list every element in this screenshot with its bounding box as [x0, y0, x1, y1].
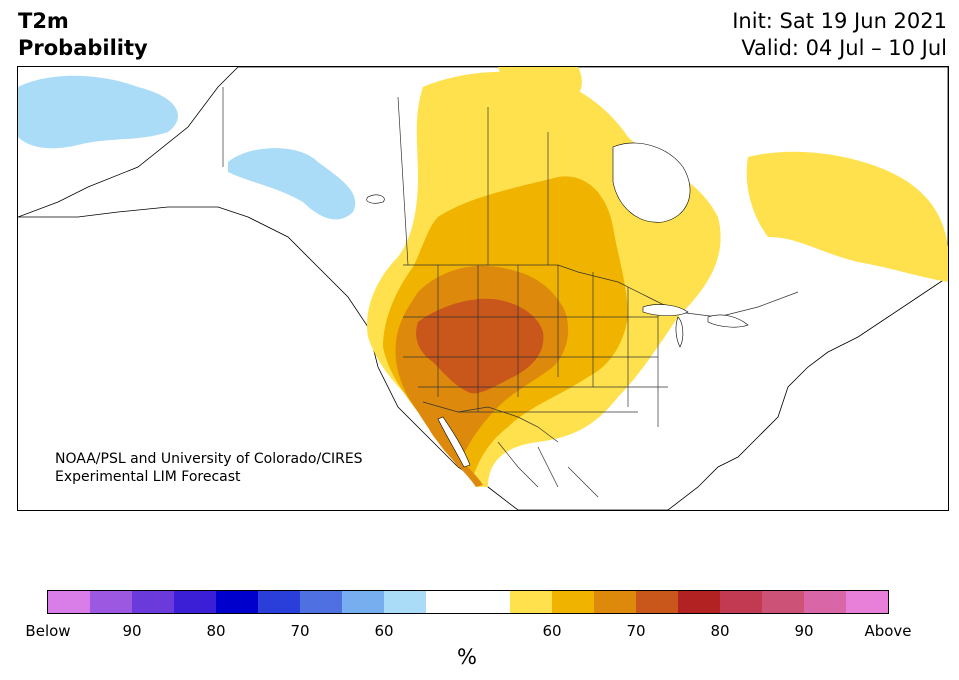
colorbar-tick-label: 60 — [542, 622, 562, 640]
colorbar-tick-label: 60 — [374, 622, 394, 640]
colorbar-cell-9 — [426, 591, 468, 613]
valid-range: Valid: 04 Jul – 10 Jul — [741, 36, 947, 60]
colorbar-cell-0 — [48, 591, 90, 613]
colorbar-tick-label: 90 — [794, 622, 814, 640]
colorbar-cell-13 — [594, 591, 636, 613]
date-block: Init: Sat 19 Jun 2021 Valid: 04 Jul – 10… — [732, 8, 947, 62]
lakes-layer — [366, 142, 749, 468]
probability-map: NOAA/PSL and University of Colorado/CIRE… — [17, 66, 949, 511]
colorbar-cell-17 — [762, 591, 804, 613]
below-normal-alaska — [18, 75, 178, 149]
below-normal-yukon — [228, 148, 356, 220]
colorbar-cell-19 — [846, 591, 888, 613]
above-normal-baja — [426, 412, 483, 487]
us-canada-border — [403, 264, 799, 318]
colorbar-cell-1 — [90, 591, 132, 613]
colorbar-cell-16 — [720, 591, 762, 613]
above-normal-50-arctic — [498, 67, 582, 108]
colorbar-cell-15 — [678, 591, 720, 613]
colorbar-cell-14 — [636, 591, 678, 613]
border-layer — [222, 87, 799, 498]
above-normal-80 — [416, 298, 544, 394]
colorbar-tick-label: 70 — [290, 622, 310, 640]
great-slave-lake — [366, 194, 385, 204]
us-mexico-border — [422, 401, 559, 443]
colorbar-cell-10 — [468, 591, 510, 613]
colorbar-tick-label: 90 — [122, 622, 142, 640]
product-name: Probability — [18, 36, 148, 60]
great-lakes-east — [707, 314, 749, 328]
above-normal-50-quebec — [746, 151, 948, 282]
mexico-states — [497, 441, 599, 498]
colorbar-tick-label: 80 — [206, 622, 226, 640]
credit-line-1: NOAA/PSL and University of Colorado/CIRE… — [55, 451, 363, 467]
colorbar-tick-label: Above — [864, 622, 912, 640]
colorbar-tick-label: 80 — [710, 622, 730, 640]
hudson-bay — [612, 142, 691, 223]
map-canvas — [18, 67, 948, 510]
colorbar-cell-3 — [174, 591, 216, 613]
colorbar-cell-7 — [342, 591, 384, 613]
canada-province-lines — [397, 96, 659, 266]
colorbar-cell-6 — [300, 591, 342, 613]
variable-name: T2m — [18, 9, 69, 33]
credit-text: NOAA/PSL and University of Colorado/CIRE… — [55, 450, 363, 486]
title-block: T2m Probability — [18, 8, 148, 62]
colorbar-cell-5 — [258, 591, 300, 613]
lake-superior — [642, 304, 689, 317]
us-state-lines — [403, 265, 668, 427]
colorbar-tick-label: 70 — [626, 622, 646, 640]
lake-michigan — [675, 316, 684, 348]
colorbar-cell-4 — [216, 591, 258, 613]
colorbar-unit: % — [457, 645, 477, 669]
colorbar-cell-8 — [384, 591, 426, 613]
colorbar-cell-2 — [132, 591, 174, 613]
colorbar-cell-18 — [804, 591, 846, 613]
colorbar-cell-11 — [510, 591, 552, 613]
init-date: Init: Sat 19 Jun 2021 — [732, 9, 947, 33]
colorbar-tick-label: Below — [25, 622, 71, 640]
gulf-of-california — [437, 416, 471, 468]
colorbar-cell-12 — [552, 591, 594, 613]
probability-colorbar — [47, 590, 889, 614]
credit-line-2: Experimental LIM Forecast — [55, 469, 241, 485]
